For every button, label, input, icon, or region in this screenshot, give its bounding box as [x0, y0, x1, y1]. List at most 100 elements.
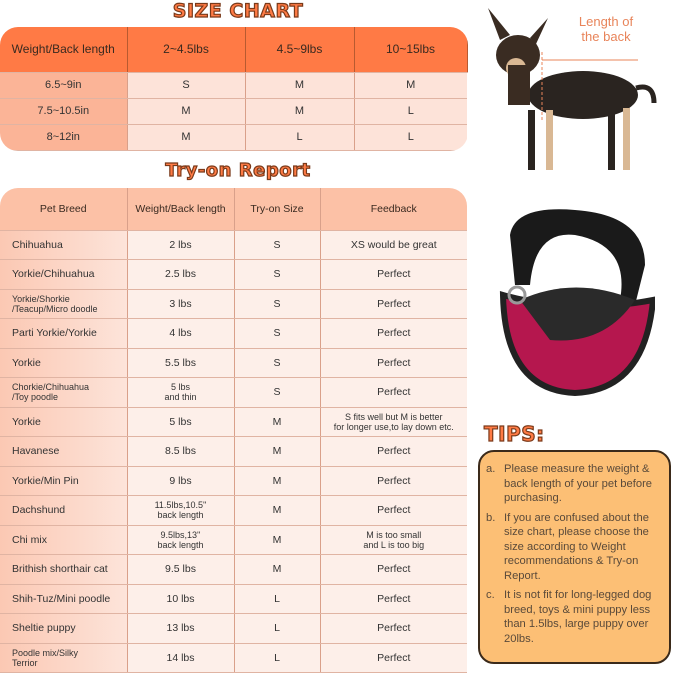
tryon-cell: Sheltie puppy	[0, 613, 128, 644]
tip-text: If you are confused about the size chart…	[504, 511, 649, 582]
tryon-cell: XS would be great	[320, 230, 467, 260]
tryon-row: Yorkie 5.5 lbs S Perfect	[0, 348, 467, 378]
tryon-table: Pet Breed Weight/Back length Try-on Size Fe…	[0, 188, 467, 673]
tryon-cell: Perfect	[320, 554, 467, 585]
back-length-label: Length of the back	[578, 14, 634, 44]
size-chart-table: Weight/Back length 2~4.5lbs 4.5~9lbs 10~15l…	[0, 27, 468, 151]
tryon-cell: M	[234, 554, 321, 585]
tryon-cell: Yorkie/Shorkie /Teacup/Micro doodle	[0, 289, 128, 319]
tryon-cell: 8.5 lbs	[127, 436, 235, 467]
tips-title: TIPS:	[483, 421, 545, 446]
dog-illustration	[488, 8, 657, 170]
tryon-cell: 10 lbs	[127, 584, 235, 614]
tryon-cell: 2 lbs	[127, 230, 235, 260]
size-chart-cell: M	[245, 72, 355, 99]
tryon-cell: Perfect	[320, 495, 467, 526]
tip-text: Please measure the weight & back length …	[504, 463, 653, 504]
size-chart-row: 6.5~9in S M M	[0, 72, 467, 99]
size-chart-cell: L	[354, 98, 467, 125]
tryon-cell: Perfect	[320, 643, 467, 673]
size-chart-cell: M	[127, 98, 246, 125]
tip-text: It is not fit for long-legged dog breed,…	[504, 589, 652, 645]
tryon-row: Shih-Tuz/Mini poodle 10 lbs L Perfect	[0, 584, 467, 614]
dog-image: Length of the back	[478, 0, 679, 185]
tip-item: c. It is not fit for long-legged dog bree…	[486, 588, 661, 646]
tryon-cell: Perfect	[320, 466, 467, 496]
tryon-cell: Perfect	[320, 377, 467, 408]
tryon-row: Poodle mix/Silky Terrior 14 lbs L Perfect	[0, 643, 467, 673]
tryon-row: Yorkie/Chihuahua 2.5 lbs S Perfect	[0, 259, 467, 290]
size-chart-cell: 7.5~10.5in	[0, 98, 128, 125]
size-chart-row: 7.5~10.5in M M L	[0, 98, 467, 125]
bag-image	[495, 205, 657, 400]
tryon-cell: Perfect	[320, 318, 467, 349]
tryon-cell: Brithish shorthair cat	[0, 554, 128, 585]
tryon-cell: Yorkie/Chihuahua	[0, 259, 128, 290]
tryon-cell: 14 lbs	[127, 643, 235, 673]
size-chart-cell: M	[245, 98, 355, 125]
sling-bag-illustration	[499, 209, 657, 397]
tryon-cell: L	[234, 643, 321, 673]
tryon-cell: Chi mix	[0, 525, 128, 555]
tryon-row: Yorkie/Min Pin 9 lbs M Perfect	[0, 466, 467, 496]
tryon-cell: Perfect	[320, 436, 467, 467]
tryon-cell: 9 lbs	[127, 466, 235, 496]
tryon-cell: Perfect	[320, 584, 467, 614]
tryon-cell: S	[234, 318, 321, 349]
tryon-cell: Yorkie/Min Pin	[0, 466, 128, 496]
size-chart-header-row: Weight/Back length 2~4.5lbs 4.5~9lbs 10~15l…	[0, 27, 468, 73]
tryon-row: Chihuahua 2 lbs S XS would be great	[0, 230, 467, 260]
tryon-cell: M is too small and L is too big	[320, 525, 467, 555]
tip-item: a. Please measure the weight & back lengt…	[486, 462, 661, 506]
size-chart-cell: 6.5~9in	[0, 72, 128, 99]
size-chart-cell: S	[127, 72, 246, 99]
tryon-header-cell: Feedback	[320, 188, 467, 231]
tryon-cell: M	[234, 466, 321, 496]
tryon-cell: S	[234, 377, 321, 408]
size-chart-cell: L	[245, 124, 355, 151]
tryon-row: Dachshund 11.5lbs,10.5'' back length M Perf…	[0, 495, 467, 526]
tryon-cell: 5.5 lbs	[127, 348, 235, 378]
tryon-row: Havanese 8.5 lbs M Perfect	[0, 436, 467, 467]
tip-marker: a.	[486, 463, 496, 475]
size-chart-row: 8~12in M L L	[0, 124, 467, 151]
tryon-cell: S	[234, 230, 321, 260]
tryon-cell: M	[234, 407, 321, 437]
size-chart-cell: M	[127, 124, 246, 151]
tip-marker: c.	[486, 589, 495, 601]
tryon-cell: S	[234, 348, 321, 378]
tryon-row: Chi mix 9.5lbs,13'' back length M M is too …	[0, 525, 467, 555]
tryon-cell: Yorkie	[0, 348, 128, 378]
tryon-cell: Chihuahua	[0, 230, 128, 260]
tryon-cell: Havanese	[0, 436, 128, 467]
tryon-cell: Parti Yorkie/Yorkie	[0, 318, 128, 349]
tryon-cell: Poodle mix/Silky Terrior	[0, 643, 128, 673]
tryon-row: Brithish shorthair cat 9.5 lbs M Perfect	[0, 554, 467, 585]
tryon-cell: 9.5 lbs	[127, 554, 235, 585]
tryon-cell: Chorkie/Chihuahua /Toy poodle	[0, 377, 128, 408]
tryon-cell: 9.5lbs,13'' back length	[127, 525, 235, 555]
size-chart-header-cell: 4.5~9lbs	[245, 27, 355, 73]
tryon-cell: L	[234, 584, 321, 614]
size-chart-cell: M	[354, 72, 467, 99]
tryon-cell: Yorkie	[0, 407, 128, 437]
tryon-cell: 4 lbs	[127, 318, 235, 349]
tryon-cell: Perfect	[320, 613, 467, 644]
tryon-header-cell: Weight/Back length	[127, 188, 235, 231]
size-chart-header-cell: Weight/Back length	[0, 27, 128, 73]
tip-item: b. If you are confused about the size cha…	[486, 511, 661, 584]
tryon-cell: Perfect	[320, 348, 467, 378]
tryon-title: Try-on Report	[165, 159, 311, 181]
tryon-header-cell: Try-on Size	[234, 188, 321, 231]
tryon-cell: 11.5lbs,10.5'' back length	[127, 495, 235, 526]
tryon-row: Yorkie/Shorkie /Teacup/Micro doodle 3 lbs…	[0, 289, 467, 319]
tryon-cell: S	[234, 259, 321, 290]
tryon-cell: Dachshund	[0, 495, 128, 526]
tip-marker: b.	[486, 511, 496, 524]
tryon-cell: L	[234, 613, 321, 644]
tryon-cell: S	[234, 289, 321, 319]
tryon-cell: Shih-Tuz/Mini poodle	[0, 584, 128, 614]
tryon-cell: Perfect	[320, 259, 467, 290]
tryon-row: Yorkie 5 lbs M S fits well but M is better …	[0, 407, 467, 437]
tryon-header-cell: Pet Breed	[0, 188, 128, 231]
